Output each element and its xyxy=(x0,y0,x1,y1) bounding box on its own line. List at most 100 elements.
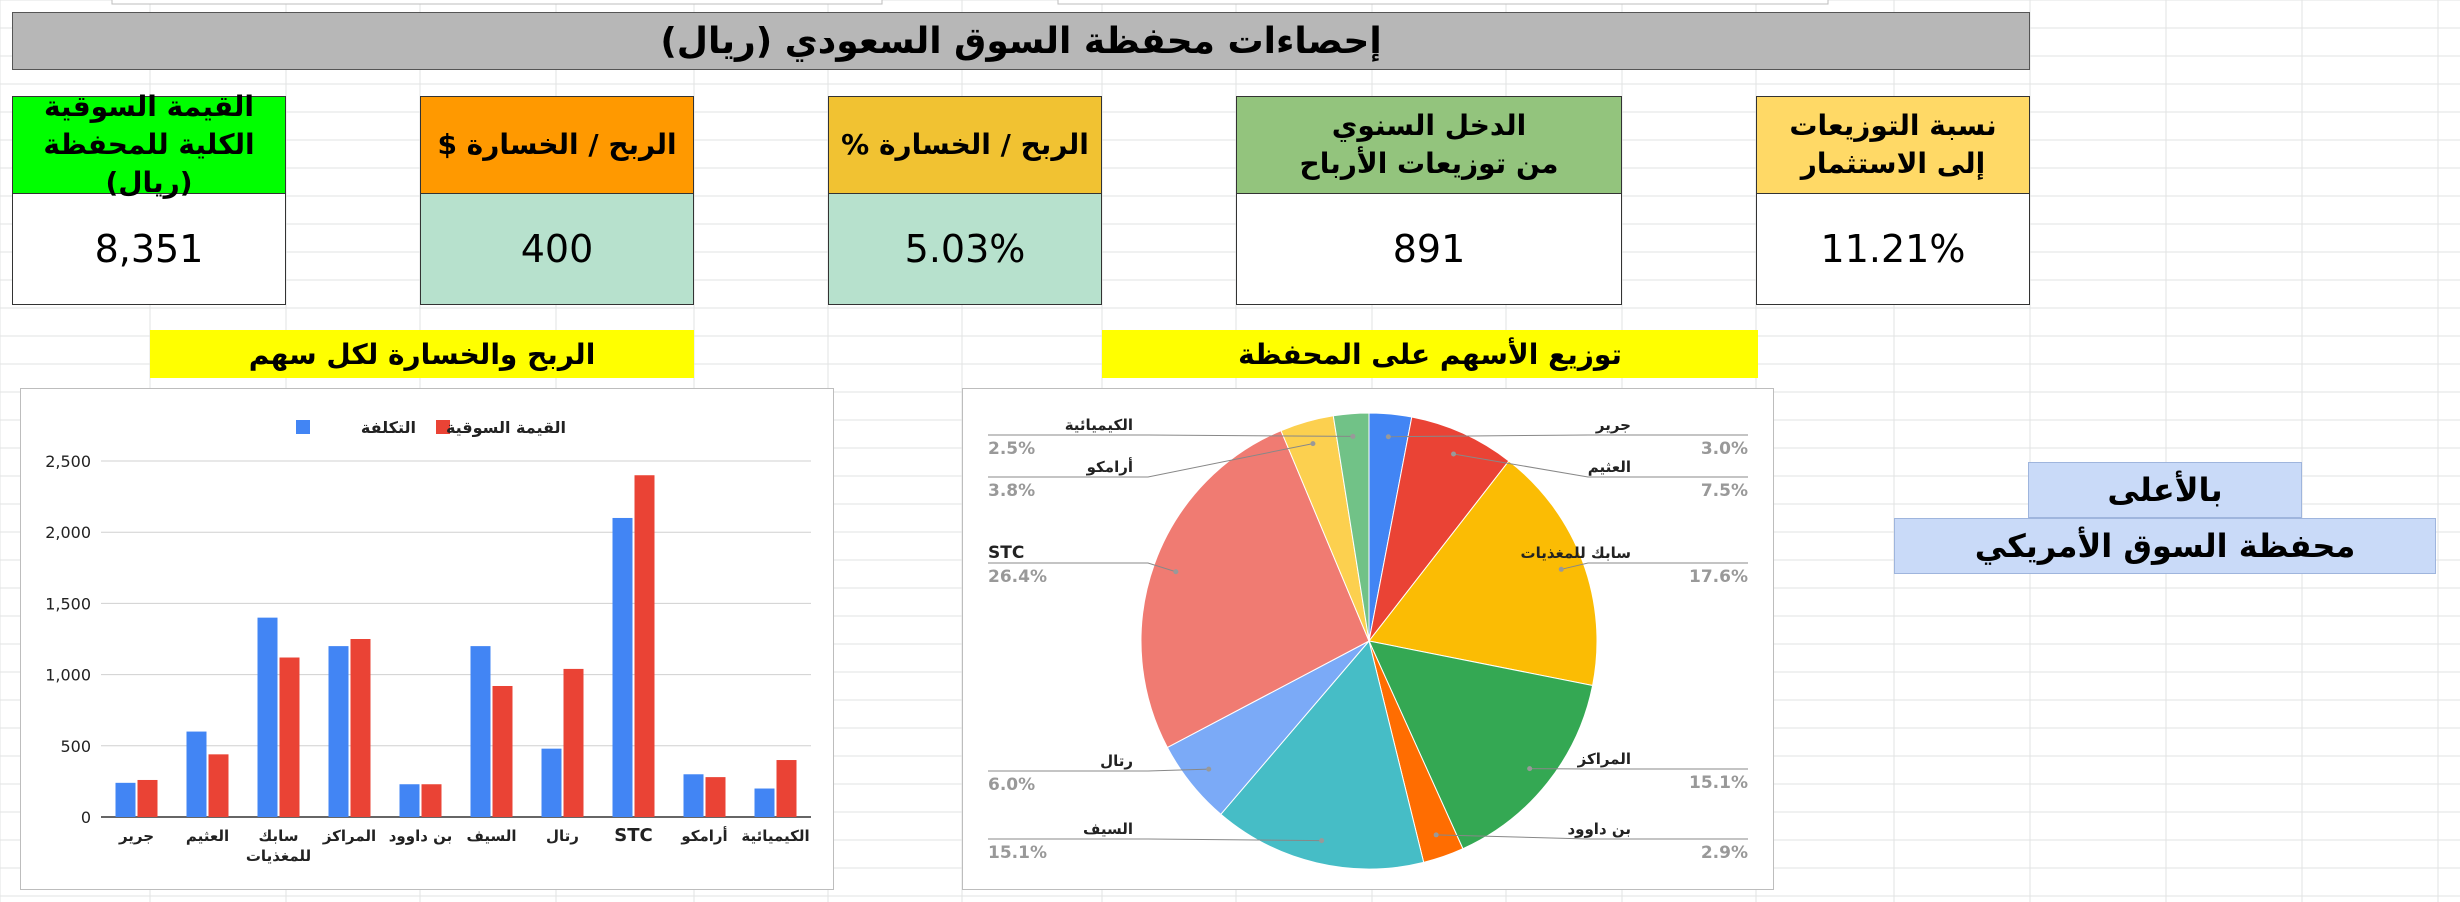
bar-market-value xyxy=(776,760,797,817)
bar-cost xyxy=(612,517,633,817)
x-tick-label: رتال xyxy=(546,827,579,845)
kpi-label-line: القيمة السوقية xyxy=(43,90,255,123)
pie-leader-line xyxy=(1561,562,1748,570)
kpi-label-line: الكلية للمحفظة (ريال) xyxy=(43,128,255,199)
pie-slice-label: السيف xyxy=(1083,820,1133,838)
pie-leader-dot xyxy=(1350,433,1356,439)
x-tick-label: الكيميائية xyxy=(741,827,809,845)
legend-swatch xyxy=(436,420,450,434)
y-tick-label: 500 xyxy=(60,737,91,756)
pie-leader-dot xyxy=(1433,832,1439,838)
bar-market-value xyxy=(421,784,442,817)
bar-market-value xyxy=(208,754,229,817)
pie-leader-line xyxy=(988,768,1209,772)
pie-slice-label: جرير xyxy=(1595,416,1631,434)
bar-market-value xyxy=(279,657,300,817)
kpi-label: الربح / الخسارة $ xyxy=(420,96,694,194)
pie-leader-dot xyxy=(1527,766,1533,772)
bar-cost xyxy=(399,784,420,817)
x-tick-label: بن داوود xyxy=(389,827,453,845)
kpi-label-line: الدخل السنوي xyxy=(1331,109,1527,142)
pie-leader-dot xyxy=(1206,766,1212,772)
top-chart-edge xyxy=(111,0,883,5)
legend-swatch xyxy=(296,420,310,434)
y-tick-label: 2,500 xyxy=(45,452,91,471)
pie-leader-line xyxy=(1388,434,1748,438)
x-tick-label: العثيم xyxy=(186,827,229,845)
kpi-label-line: إلى الاستثمار xyxy=(1800,147,1986,180)
bar-chart-panel[interactable]: 0 500 1,000 1,500 2,000 2,500 جرير العثيم سابك لل… xyxy=(20,388,834,890)
y-tick-label: 2,000 xyxy=(45,523,91,542)
pie-slice-percent: 3.0% xyxy=(1701,439,1748,459)
pie-leader-line xyxy=(988,443,1314,478)
kpi-value: 400 xyxy=(420,194,694,305)
pie-slice-label: بن داوود xyxy=(1567,820,1631,838)
pie-slice xyxy=(1220,639,1425,870)
kpi-value: 8,351 xyxy=(12,194,286,305)
pie-leader-dot xyxy=(1385,434,1391,440)
kpi-value: 891 xyxy=(1236,194,1622,305)
bar-market-value xyxy=(350,639,371,817)
bar-cost xyxy=(328,646,349,817)
pie-leader-dot xyxy=(1319,838,1325,844)
legend-label: القيمة السوقية xyxy=(446,418,566,437)
pie-leader-dot xyxy=(1558,566,1564,572)
page-title: إحصاءات محفظة السوق السعودي (ريال) xyxy=(12,12,2030,70)
pie-slice-percent: 15.1% xyxy=(988,843,1047,863)
bar-market-value xyxy=(563,668,584,817)
pie-leader-line xyxy=(1453,453,1748,478)
kpi-label-line: نسبة التوزيعات xyxy=(1789,109,1997,142)
x-tick-label: جرير xyxy=(118,827,154,845)
pie-slice xyxy=(1368,416,1510,642)
pie-slice xyxy=(1140,430,1370,749)
bar-cost xyxy=(257,617,278,817)
pie-slice-label: STC xyxy=(988,543,1024,563)
pie-slice-percent: 6.0% xyxy=(988,775,1035,795)
pie-slice-label: العثيم xyxy=(1588,458,1631,476)
us-portfolio-link[interactable]: محفظة السوق الأمريكي xyxy=(1894,518,2436,574)
bar-chart: 0 500 1,000 1,500 2,000 2,500 جرير العثيم سابك لل… xyxy=(45,418,811,865)
kpi-label-line: الربح / الخسارة % xyxy=(841,128,1089,161)
kpi-profit-loss-amount: الربح / الخسارة $ 400 xyxy=(420,96,694,305)
bar-market-value xyxy=(492,685,513,817)
pie-slice-percent: 7.5% xyxy=(1701,481,1748,501)
pie-slice-percent: 2.5% xyxy=(988,439,1035,459)
kpi-profit-loss-percent: الربح / الخسارة % 5.03% xyxy=(828,96,1102,305)
x-tick-label: للمغذيات xyxy=(246,847,311,865)
pie-slice-label: المراكز xyxy=(1577,750,1631,768)
x-tick-label: المراكز xyxy=(322,827,376,845)
kpi-label: القيمة السوقية الكلية للمحفظة (ريال) xyxy=(12,90,286,199)
y-tick-label: 1,500 xyxy=(45,594,91,613)
x-tick-label: أرامكو xyxy=(680,826,727,845)
pie-leader-line xyxy=(988,838,1322,842)
bar-cost xyxy=(186,731,207,817)
bar-cost xyxy=(683,774,704,817)
pie-leader-line xyxy=(1436,834,1748,840)
pie-chart: جرير 3.0% العثيم 7.5% سابك للمغذيات 17.6% المر… xyxy=(988,412,1748,870)
bar-market-value xyxy=(705,777,726,817)
bar-market-value xyxy=(137,779,158,817)
pie-leader-line xyxy=(988,562,1176,573)
pie-slice-percent: 17.6% xyxy=(1689,567,1748,587)
y-tick-label: 0 xyxy=(81,808,91,827)
pie-leader-line xyxy=(988,434,1353,437)
pie-slice-percent: 3.8% xyxy=(988,481,1035,501)
pie-slice-percent: 26.4% xyxy=(988,567,1047,587)
bar-cost xyxy=(115,782,136,817)
x-tick-label: سابك xyxy=(259,827,299,845)
pie-slice xyxy=(1368,460,1598,687)
pie-slice xyxy=(1332,412,1370,642)
pie-slice-percent: 2.9% xyxy=(1701,843,1748,863)
bar-cost xyxy=(541,748,562,817)
bar-cost xyxy=(754,788,775,817)
kpi-label-line: من توزيعات الأرباح xyxy=(1299,147,1559,180)
kpi-value: 5.03% xyxy=(828,194,1102,305)
x-tick-label: STC xyxy=(614,825,652,846)
us-portfolio-above-label[interactable]: بالأعلى xyxy=(2028,462,2302,518)
kpi-dividend-yield: نسبة التوزيعات إلى الاستثمار 11.21% xyxy=(1756,96,2030,305)
bar-cost xyxy=(470,646,491,817)
bar-market-value xyxy=(634,475,655,817)
pie-chart-panel[interactable]: جرير 3.0% العثيم 7.5% سابك للمغذيات 17.6% المر… xyxy=(962,388,1774,890)
pie-slice-label: سابك للمغذيات xyxy=(1521,544,1632,562)
kpi-value: 11.21% xyxy=(1756,194,2030,305)
